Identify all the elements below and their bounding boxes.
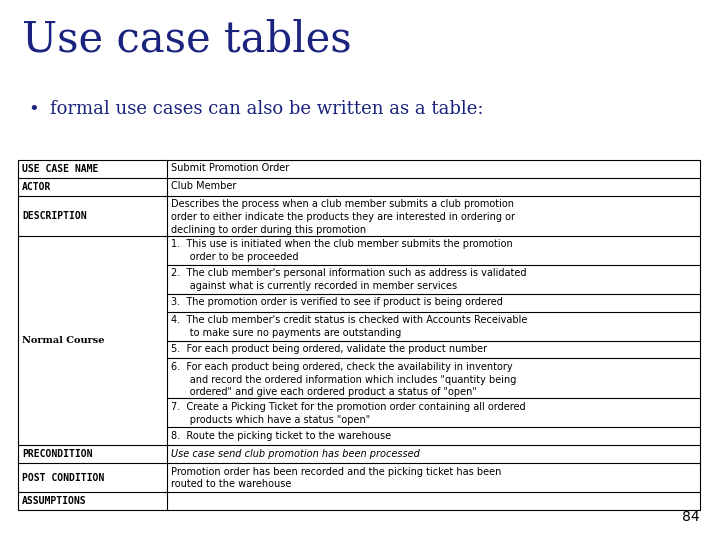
Text: 4.  The club member's credit status is checked with Accounts Receivable
      to: 4. The club member's credit status is ch… <box>171 315 527 338</box>
Text: 84: 84 <box>683 510 700 524</box>
Text: 8.  Route the picking ticket to the warehouse: 8. Route the picking ticket to the wareh… <box>171 431 391 441</box>
Text: Submit Promotion Order: Submit Promotion Order <box>171 164 289 173</box>
Text: 7.  Create a Picking Ticket for the promotion order containing all ordered
     : 7. Create a Picking Ticket for the promo… <box>171 402 526 424</box>
Text: ASSUMPTIONS: ASSUMPTIONS <box>22 496 86 506</box>
Text: DESCRIPTION: DESCRIPTION <box>22 211 86 221</box>
Text: •: • <box>28 100 39 118</box>
Text: 6.  For each product being ordered, check the availability in inventory
      an: 6. For each product being ordered, check… <box>171 362 516 397</box>
Bar <box>18 160 700 510</box>
Text: Club Member: Club Member <box>171 181 236 191</box>
Text: Normal Course: Normal Course <box>22 336 104 345</box>
Text: 2.  The club member's personal information such as address is validated
      ag: 2. The club member's personal informatio… <box>171 268 526 291</box>
Text: Promotion order has been recorded and the picking ticket has been
routed to the : Promotion order has been recorded and th… <box>171 467 501 489</box>
Text: 3.  The promotion order is verified to see if product is being ordered: 3. The promotion order is verified to se… <box>171 297 503 307</box>
Text: 1.  This use is initiated when the club member submits the promotion
      order: 1. This use is initiated when the club m… <box>171 239 513 262</box>
Text: Use case tables: Use case tables <box>22 18 351 60</box>
Text: Use case send club promotion has been processed: Use case send club promotion has been pr… <box>171 449 420 458</box>
Text: PRECONDITION: PRECONDITION <box>22 449 92 459</box>
Text: 5.  For each product being ordered, validate the product number: 5. For each product being ordered, valid… <box>171 344 487 354</box>
Text: formal use cases can also be written as a table:: formal use cases can also be written as … <box>50 100 484 118</box>
Text: POST CONDITION: POST CONDITION <box>22 472 104 483</box>
Text: USE CASE NAME: USE CASE NAME <box>22 164 99 174</box>
Text: Describes the process when a club member submits a club promotion
order to eithe: Describes the process when a club member… <box>171 199 515 235</box>
Text: ACTOR: ACTOR <box>22 182 51 192</box>
